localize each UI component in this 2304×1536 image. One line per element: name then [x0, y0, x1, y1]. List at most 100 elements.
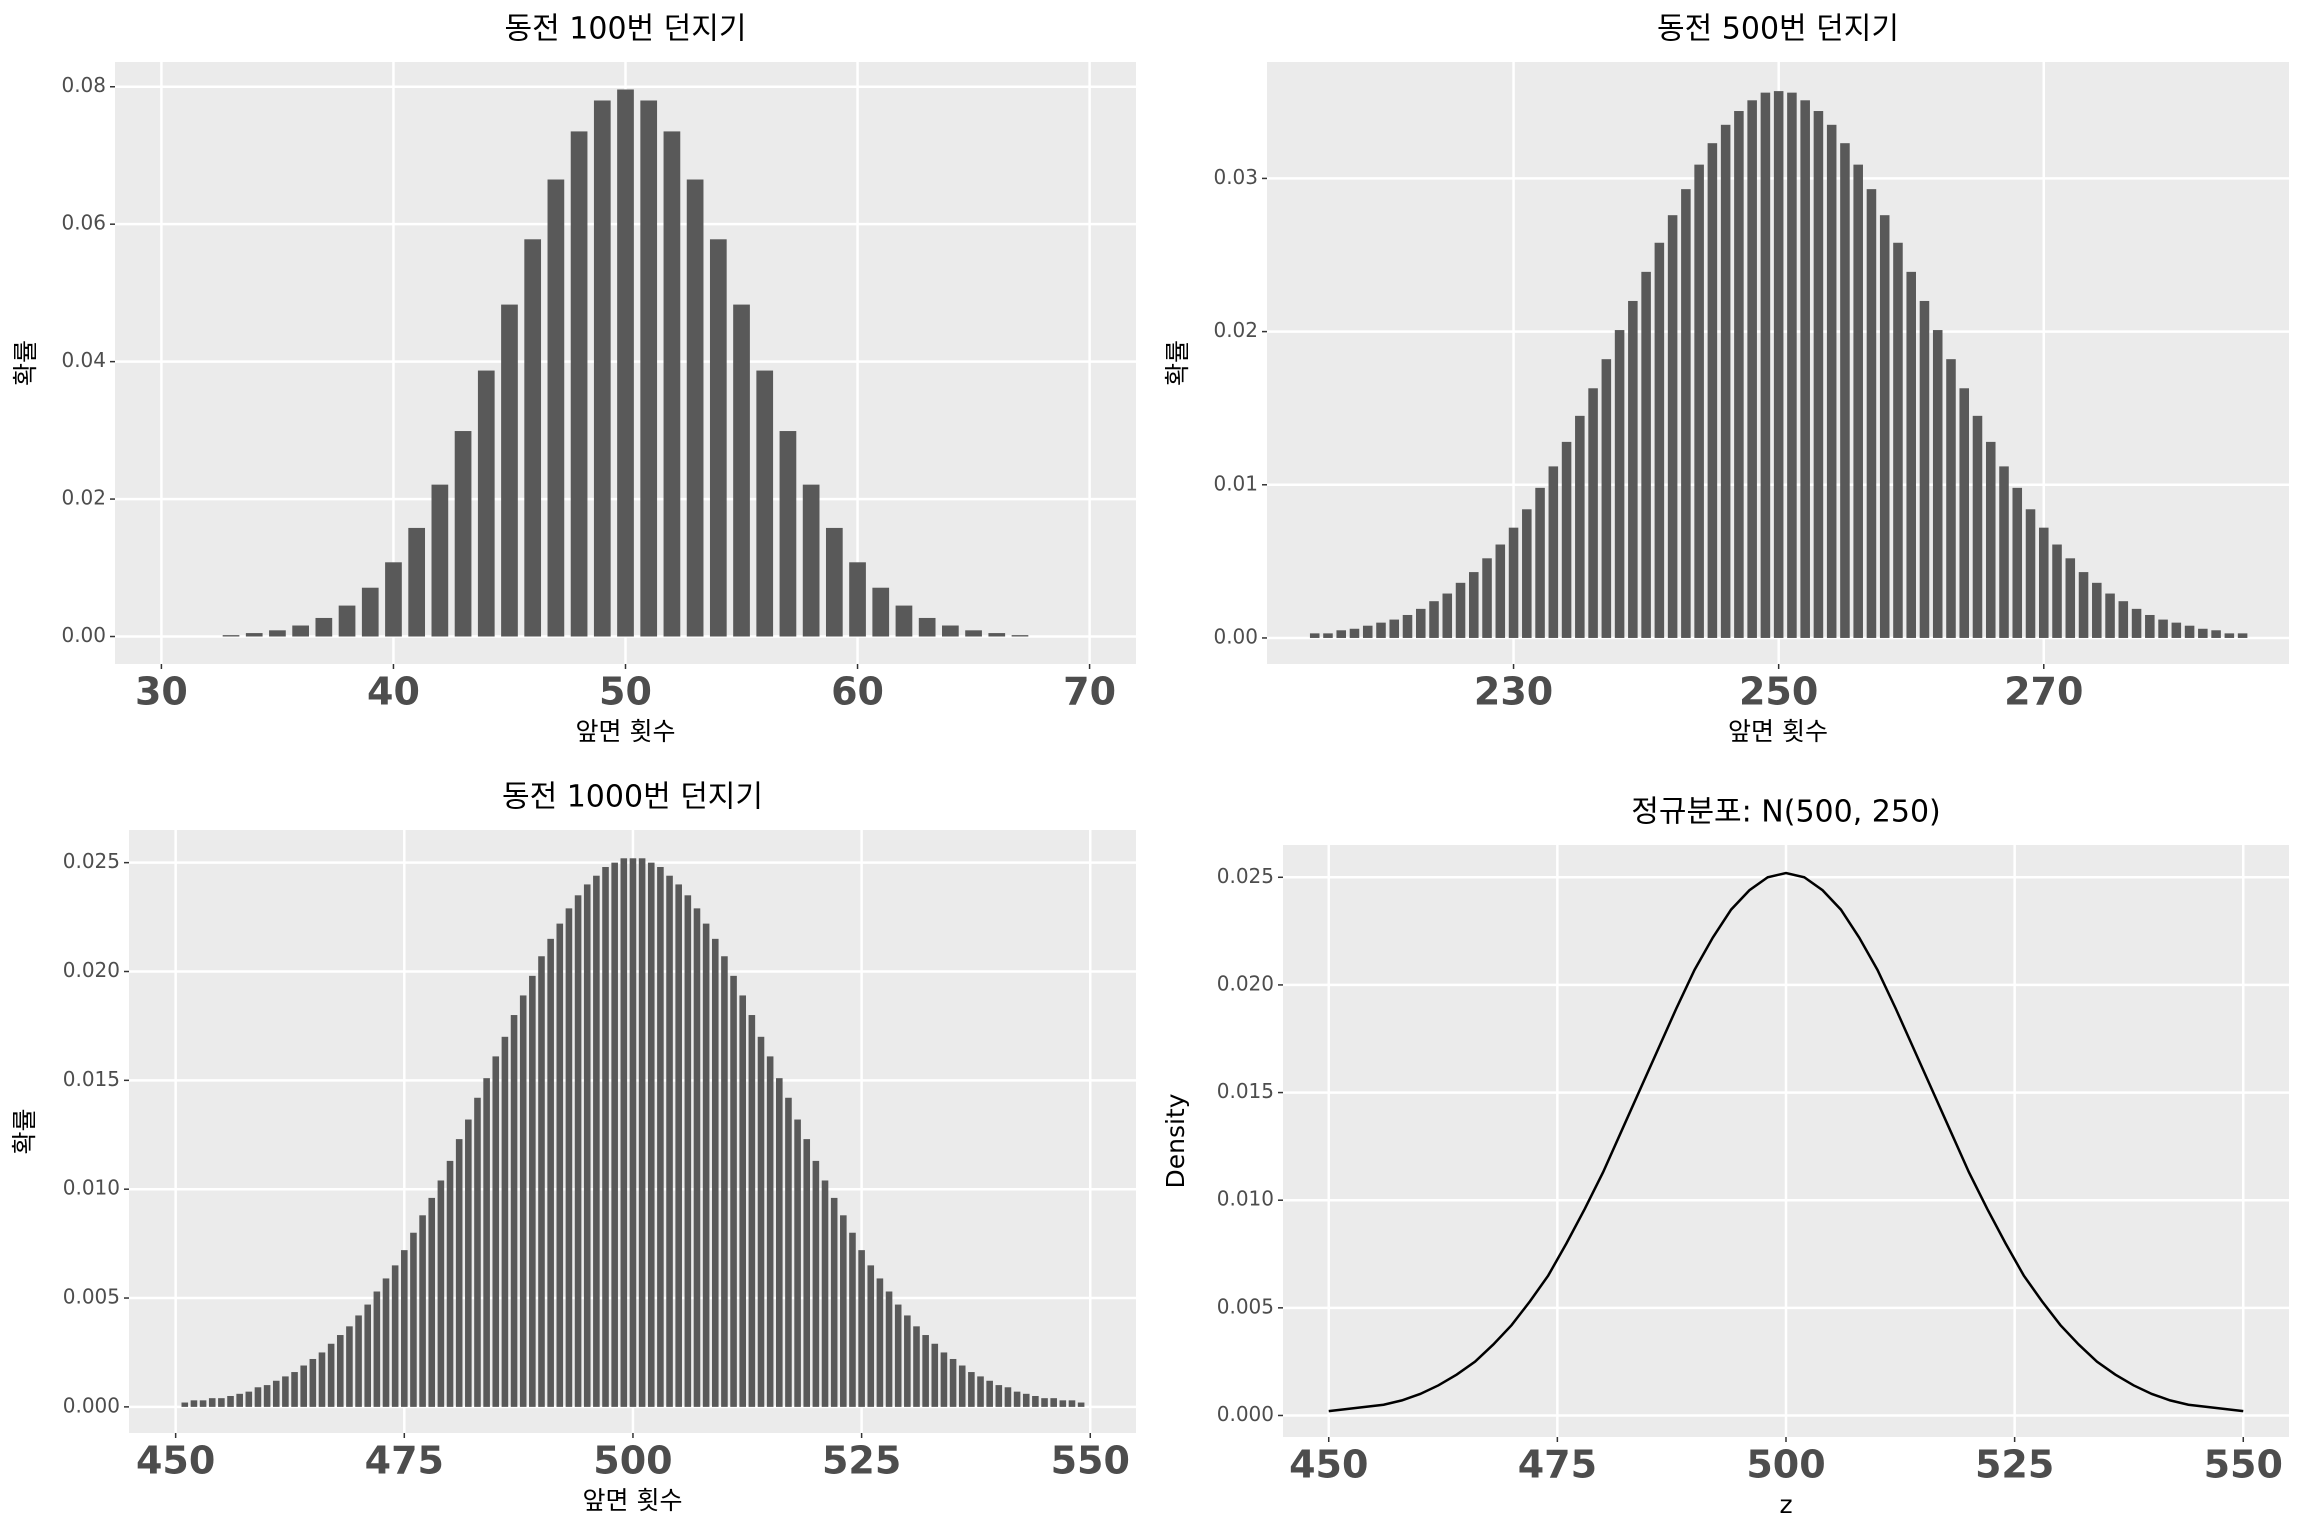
bar: [640, 100, 658, 637]
x-tick-label: 525: [1975, 1443, 2054, 1487]
bar: [756, 370, 774, 637]
bar: [2092, 582, 2102, 638]
bar: [904, 1315, 911, 1407]
bar: [2237, 633, 2248, 638]
bar: [876, 1278, 884, 1407]
bar: [263, 1385, 271, 1407]
x-tick-label: 270: [2004, 670, 2083, 714]
y-axis-label: 확률: [10, 1108, 39, 1154]
bar: [1323, 633, 1333, 638]
bar: [2184, 625, 2195, 638]
bar: [1349, 628, 1360, 638]
bar: [965, 630, 982, 637]
x-tick-label: 70: [1063, 670, 1116, 714]
bar: [895, 605, 913, 637]
bar: [693, 908, 701, 1407]
bar: [949, 1358, 957, 1407]
bar: [2012, 487, 2023, 638]
y-tick-label: 0.01: [1213, 471, 1258, 495]
bar: [292, 625, 309, 637]
bar: [1720, 124, 1731, 638]
bar: [666, 875, 673, 1407]
bar: [794, 1119, 801, 1407]
bar: [988, 633, 1006, 637]
bar: [885, 1291, 893, 1407]
bar: [739, 995, 747, 1407]
y-tick-label: 0.010: [1217, 1187, 1274, 1211]
bar: [524, 239, 542, 637]
bar: [1455, 582, 1466, 638]
bar: [1840, 143, 1850, 638]
density-line: [1328, 871, 2244, 1413]
bar: [867, 1265, 875, 1407]
bar: [872, 587, 890, 637]
bar: [802, 484, 820, 637]
bar: [1707, 143, 1718, 638]
bar: [2171, 622, 2182, 638]
y-tick-label: 0.000: [1217, 1402, 1274, 1426]
bar: [1469, 572, 1479, 638]
bar: [663, 131, 681, 637]
bar: [1773, 91, 1784, 638]
bar: [1548, 466, 1559, 638]
bar: [190, 1400, 198, 1407]
bar: [1482, 558, 1492, 638]
bar: [1442, 593, 1453, 638]
bar: [1376, 622, 1386, 638]
bar: [428, 1197, 436, 1407]
bar: [269, 630, 286, 637]
bar: [1853, 164, 1863, 638]
bar: [1681, 189, 1691, 638]
x-tick-label: 550: [1051, 1439, 1130, 1483]
bar: [556, 923, 564, 1407]
y-tick-label: 0.020: [63, 958, 120, 982]
bar: [2025, 509, 2036, 638]
bar: [1059, 1400, 1067, 1407]
bar: [1011, 635, 1029, 637]
bar: [1972, 415, 1983, 638]
bar: [1336, 630, 1347, 638]
bar: [849, 562, 866, 637]
bar: [825, 527, 843, 637]
bar: [730, 975, 737, 1407]
bar: [465, 1119, 472, 1407]
bar: [410, 1232, 417, 1407]
bar: [995, 1385, 1003, 1407]
y-tick-label: 0.00: [61, 623, 106, 647]
chart-title: 동전 100번 던지기: [505, 12, 747, 47]
bar: [2105, 593, 2115, 638]
bar: [361, 587, 379, 637]
bar: [593, 875, 600, 1407]
bar: [2078, 572, 2089, 638]
bar: [2052, 544, 2062, 638]
bar: [309, 1358, 317, 1407]
x-tick-label: 60: [831, 670, 884, 714]
bar: [336, 1335, 344, 1407]
bar: [748, 1015, 756, 1407]
bar: [1667, 215, 1678, 638]
bar: [236, 1393, 243, 1407]
bar: [2039, 527, 2049, 638]
bar: [346, 1326, 353, 1407]
y-axis-label: 확률: [11, 340, 40, 386]
bar: [638, 858, 646, 1407]
bar: [483, 1078, 490, 1407]
bar: [821, 1180, 829, 1407]
bar: [2118, 601, 2129, 638]
bar: [849, 1232, 856, 1407]
bar: [1495, 544, 1506, 638]
bar: [1999, 466, 2009, 638]
y-tick-label: 0.000: [63, 1393, 120, 1417]
bar: [1575, 415, 1585, 638]
bar: [1077, 1402, 1085, 1407]
bar: [501, 304, 518, 637]
bar: [702, 923, 710, 1407]
bar: [181, 1402, 189, 1407]
bar: [208, 1398, 216, 1407]
bar: [1747, 100, 1757, 638]
bar: [721, 956, 728, 1407]
bar: [227, 1395, 234, 1407]
x-tick-label: 450: [1289, 1443, 1368, 1487]
bar: [492, 1056, 500, 1407]
